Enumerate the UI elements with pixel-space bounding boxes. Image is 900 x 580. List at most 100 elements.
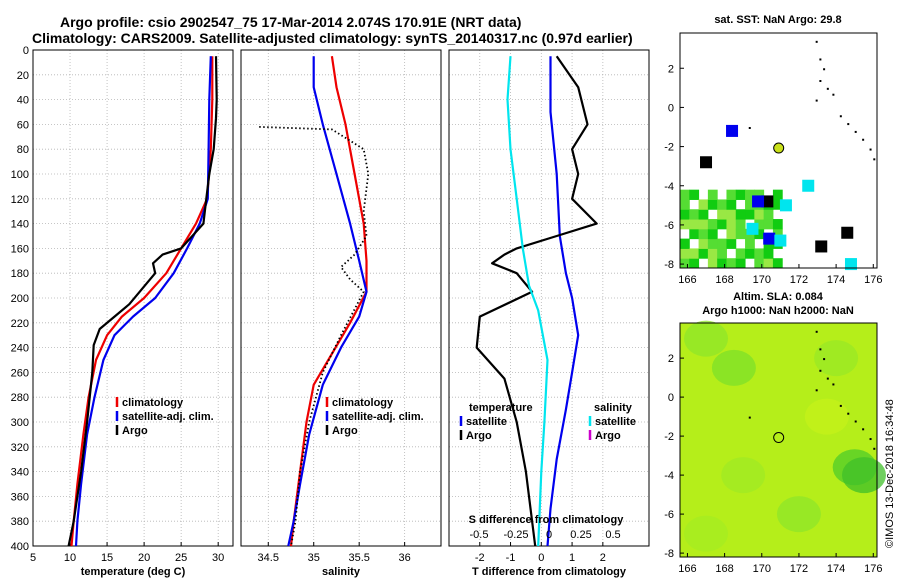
sst-cell: [717, 258, 727, 269]
title-line-2: Climatology: CARS2009. Satellite-adjuste…: [32, 30, 633, 46]
sst-cell: [763, 258, 774, 269]
map-y-tick-label: 2: [668, 353, 674, 365]
y-tick-label: 120: [11, 194, 29, 206]
map-y-tick-label: 0: [668, 392, 674, 404]
x-axis-label: temperature (deg C): [81, 566, 186, 578]
island-dot: [832, 93, 835, 96]
map-y-tick-label: 2: [668, 63, 674, 75]
sst-cell: [726, 238, 737, 249]
sst-cell: [754, 248, 765, 259]
sst-cell: [698, 209, 709, 220]
map-x-tick-label: 176: [864, 274, 882, 286]
map-x-tick-label: 168: [715, 274, 733, 286]
sst-cell: [772, 258, 783, 269]
x-tick-label: 34.5: [258, 552, 279, 564]
sst-cell: [689, 248, 700, 259]
argo-position-marker: [773, 432, 785, 444]
sst-cell: [745, 238, 755, 249]
sst-cell: [680, 189, 690, 200]
map-y-tick-label: -2: [664, 142, 674, 154]
island-dot: [854, 130, 857, 133]
legend-label: satellite-adj. clim.: [122, 411, 214, 423]
sst-float-marker: [774, 234, 787, 247]
island-dot: [819, 58, 822, 61]
map-x-tick-label: 166: [678, 274, 696, 286]
island-dot: [839, 115, 842, 118]
map-x-tick-label: 172: [790, 563, 808, 575]
legend-label: climatology: [332, 397, 394, 409]
island-dot: [854, 420, 857, 423]
map-x-tick-label: 170: [753, 274, 771, 286]
sst-cell: [698, 248, 709, 259]
sst-cell: [735, 228, 746, 240]
sst-float-marker: [844, 258, 857, 271]
y-tick-label: 0: [23, 45, 29, 57]
sla-anomaly-blob: [711, 349, 756, 386]
sst-cell: [754, 258, 765, 269]
island-dot: [748, 127, 751, 129]
sst-map: [679, 32, 878, 271]
sst-cell: [745, 189, 755, 200]
y-tick-label: 20: [17, 70, 29, 82]
map-x-tick-label: 174: [827, 274, 845, 286]
sst-cell: [735, 248, 746, 259]
sst-float-marker: [802, 179, 815, 192]
legend-label: Argo: [466, 430, 492, 442]
sst-cell: [717, 238, 727, 249]
series-line-argo: [67, 56, 218, 547]
map-frame: [679, 322, 878, 558]
sst-float-marker: [761, 195, 774, 208]
y-tick-label: 180: [11, 268, 29, 280]
plot-frame: [448, 49, 650, 547]
sst-cell: [726, 189, 737, 200]
map-y-tick-label: -8: [664, 548, 674, 560]
y-tick-label: 260: [11, 367, 29, 379]
sst-cell: [726, 228, 737, 240]
sla-anomaly-blob: [814, 340, 859, 377]
imos-credit: ©IMOS 13-Dec-2018 16:34:48: [884, 399, 896, 548]
plot-frame: [240, 49, 442, 547]
series-line-argo: [475, 55, 598, 547]
sst-float-marker: [752, 195, 765, 208]
sla-anomaly-blob: [804, 398, 849, 435]
sst-cell: [689, 219, 700, 230]
island-dot: [826, 377, 829, 380]
island-dot: [819, 80, 822, 82]
island-dot: [832, 383, 835, 386]
sla-map-title-1: Altim. SLA: 0.084: [733, 291, 823, 303]
sst-cell: [707, 258, 718, 269]
top-tick-label: -0.5: [470, 529, 489, 541]
sst-cell: [754, 209, 765, 220]
island-dot: [823, 68, 826, 71]
top-tick-label: 0: [546, 529, 552, 541]
sst-cell: [680, 258, 690, 269]
legend-label: satellite: [466, 416, 507, 428]
island-dot: [815, 99, 818, 102]
y-tick-label: 400: [11, 541, 29, 553]
sst-cell: [680, 248, 690, 259]
top-tick-label: 0.25: [570, 529, 591, 541]
sst-cell: [735, 219, 746, 230]
sst-cell: [707, 238, 718, 249]
x-tick-label: 20: [138, 552, 150, 564]
map-x-tick-label: 168: [715, 563, 733, 575]
legend-label: satellite-adj. clim.: [332, 411, 424, 423]
legend-group-salinity: salinity: [594, 402, 633, 414]
y-tick-label: 240: [11, 343, 29, 355]
map-x-tick-label: 166: [678, 563, 696, 575]
sst-cell: [689, 258, 700, 269]
sst-map-title: sat. SST: NaN Argo: 29.8: [714, 14, 842, 26]
island-dot: [847, 123, 850, 126]
map-y-tick-label: -8: [664, 259, 674, 271]
legend-group-temperature: temperature: [469, 402, 533, 414]
sst-cell: [698, 238, 709, 249]
island-dot: [823, 358, 826, 361]
sst-cell: [735, 258, 746, 269]
island-dot: [819, 369, 822, 372]
x-tick-label: -2: [475, 552, 485, 564]
sst-cell: [745, 248, 755, 259]
sst-cell: [707, 189, 718, 200]
sst-cell: [680, 219, 690, 230]
x-axis-label: T difference from climatology: [472, 566, 627, 578]
sst-float-marker: [779, 199, 792, 212]
